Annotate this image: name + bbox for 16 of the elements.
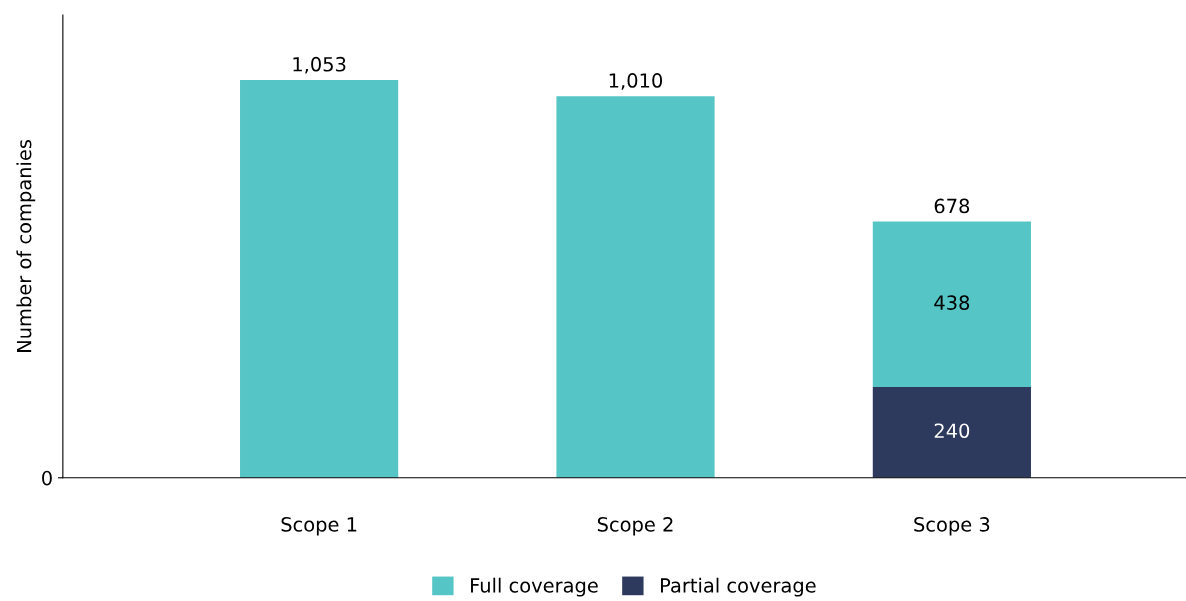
y-axis-title: Number of companies bbox=[16, 139, 36, 352]
bar bbox=[872, 221, 1031, 388]
x-tick-label: Scope 1 bbox=[281, 517, 357, 536]
bar bbox=[240, 79, 399, 478]
total-label: 678 bbox=[934, 198, 970, 214]
bar bbox=[872, 387, 1031, 478]
x-tick-label: Scope 3 bbox=[914, 517, 990, 536]
data-label: 1,010 bbox=[609, 73, 663, 90]
legend-label: Full coverage bbox=[471, 577, 598, 597]
x-tick-label: Scope 2 bbox=[597, 517, 673, 536]
bar bbox=[556, 96, 715, 478]
data-label: 438 bbox=[934, 295, 970, 310]
data-label: 240 bbox=[934, 423, 970, 439]
text: 0 bbox=[42, 470, 52, 486]
data-label: 1,053 bbox=[293, 56, 346, 74]
legend-label: Partial coverage bbox=[661, 577, 816, 597]
